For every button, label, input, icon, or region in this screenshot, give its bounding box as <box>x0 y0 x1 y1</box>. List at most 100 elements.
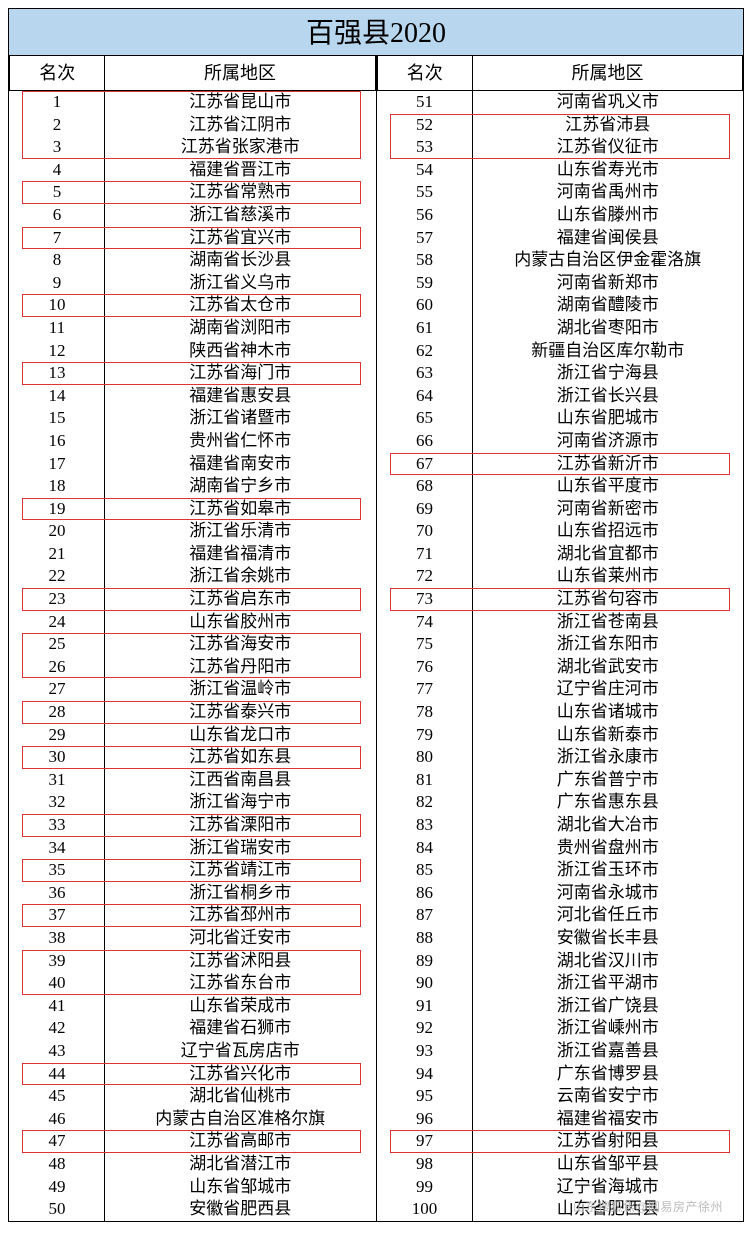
table-row: 44江苏省兴化市 <box>10 1063 376 1086</box>
table-row: 26江苏省丹阳市 <box>10 656 376 679</box>
rank-cell: 54 <box>377 159 472 182</box>
rank-cell: 84 <box>377 837 472 860</box>
table-row: 86河南省永城市 <box>377 882 743 905</box>
rank-cell: 66 <box>377 430 472 453</box>
rank-cell: 41 <box>10 995 105 1018</box>
rank-cell: 94 <box>377 1063 472 1086</box>
rank-cell: 72 <box>377 565 472 588</box>
rank-cell: 99 <box>377 1176 472 1199</box>
table-row: 63浙江省宁海县 <box>377 362 743 385</box>
rank-cell: 89 <box>377 950 472 973</box>
table-row: 82广东省惠东县 <box>377 791 743 814</box>
region-cell: 浙江省长兴县 <box>472 385 742 408</box>
rank-cell: 39 <box>10 950 105 973</box>
rank-cell: 68 <box>377 475 472 498</box>
rank-cell: 70 <box>377 520 472 543</box>
region-cell: 新疆自治区库尔勒市 <box>472 340 742 363</box>
region-cell: 河南省新密市 <box>472 498 742 521</box>
table-row: 9浙江省义乌市 <box>10 272 376 295</box>
rank-cell: 63 <box>377 362 472 385</box>
region-cell: 江苏省新沂市 <box>472 453 742 476</box>
table-row: 61湖北省枣阳市 <box>377 317 743 340</box>
region-cell: 江苏省高邮市 <box>105 1130 375 1153</box>
region-cell: 内蒙古自治区伊金霍洛旗 <box>472 249 742 272</box>
region-cell: 广东省普宁市 <box>472 769 742 792</box>
rank-cell: 10 <box>10 294 105 317</box>
header-rank: 名次 <box>10 56 105 91</box>
rank-cell: 61 <box>377 317 472 340</box>
rank-cell: 91 <box>377 995 472 1018</box>
rank-cell: 43 <box>10 1040 105 1063</box>
rank-cell: 83 <box>377 814 472 837</box>
region-cell: 江苏省常熟市 <box>105 181 375 204</box>
table-row: 28江苏省泰兴市 <box>10 701 376 724</box>
region-cell: 贵州省盘州市 <box>472 837 742 860</box>
rank-cell: 9 <box>10 272 105 295</box>
rank-cell: 64 <box>377 385 472 408</box>
region-cell: 江苏省射阳县 <box>472 1130 742 1153</box>
region-cell: 辽宁省海城市 <box>472 1176 742 1199</box>
region-cell: 福建省南安市 <box>105 453 375 476</box>
region-cell: 江苏省泰兴市 <box>105 701 375 724</box>
rank-cell: 24 <box>10 611 105 634</box>
table-row: 71湖北省宜都市 <box>377 543 743 566</box>
table-row: 10江苏省太仓市 <box>10 294 376 317</box>
table-row: 79山东省新泰市 <box>377 724 743 747</box>
right-table: 名次 所属地区 51河南省巩义市52江苏省沛县53江苏省仪征市54山东省寿光市5… <box>377 56 744 1221</box>
rank-cell: 16 <box>10 430 105 453</box>
table-row: 84贵州省盘州市 <box>377 837 743 860</box>
region-cell: 江苏省沭阳县 <box>105 950 375 973</box>
region-cell: 福建省闽侯县 <box>472 227 742 250</box>
table-container: 百强县2020 名次 所属地区 1江苏省昆山市2江苏省江阴市3江苏省张家港市4福… <box>8 8 744 1222</box>
table-row: 30江苏省如东县 <box>10 746 376 769</box>
table-row: 45湖北省仙桃市 <box>10 1085 376 1108</box>
table-row: 98山东省邹平县 <box>377 1153 743 1176</box>
region-cell: 山东省新泰市 <box>472 724 742 747</box>
rank-cell: 77 <box>377 678 472 701</box>
table-row: 51河南省巩义市 <box>377 91 743 114</box>
region-cell: 浙江省乐清市 <box>105 520 375 543</box>
table-row: 70山东省招远市 <box>377 520 743 543</box>
rank-cell: 86 <box>377 882 472 905</box>
region-cell: 山东省荣成市 <box>105 995 375 1018</box>
region-cell: 山东省胶州市 <box>105 611 375 634</box>
table-row: 69河南省新密市 <box>377 498 743 521</box>
table-row: 24山东省胶州市 <box>10 611 376 634</box>
table-row: 67江苏省新沂市 <box>377 453 743 476</box>
rank-cell: 97 <box>377 1130 472 1153</box>
rank-cell: 82 <box>377 791 472 814</box>
table-row: 15浙江省诸暨市 <box>10 407 376 430</box>
rank-cell: 4 <box>10 159 105 182</box>
rank-cell: 69 <box>377 498 472 521</box>
rank-cell: 29 <box>10 724 105 747</box>
table-row: 65山东省肥城市 <box>377 407 743 430</box>
table-row: 68山东省平度市 <box>377 475 743 498</box>
region-cell: 江苏省溧阳市 <box>105 814 375 837</box>
rank-cell: 23 <box>10 588 105 611</box>
region-cell: 浙江省嵊州市 <box>472 1017 742 1040</box>
table-row: 88安徽省长丰县 <box>377 927 743 950</box>
header-region: 所属地区 <box>105 56 375 91</box>
rank-cell: 87 <box>377 904 472 927</box>
rank-cell: 67 <box>377 453 472 476</box>
rank-cell: 100 <box>377 1198 472 1221</box>
table-row: 29山东省龙口市 <box>10 724 376 747</box>
region-cell: 山东省寿光市 <box>472 159 742 182</box>
rank-cell: 2 <box>10 114 105 137</box>
region-cell: 广东省惠东县 <box>472 791 742 814</box>
rank-cell: 60 <box>377 294 472 317</box>
region-cell: 湖北省枣阳市 <box>472 317 742 340</box>
rank-cell: 6 <box>10 204 105 227</box>
region-cell: 河南省新郑市 <box>472 272 742 295</box>
table-row: 59河南省新郑市 <box>377 272 743 295</box>
table-row: 57福建省闽侯县 <box>377 227 743 250</box>
table-row: 87河北省任丘市 <box>377 904 743 927</box>
region-cell: 江苏省句容市 <box>472 588 742 611</box>
region-cell: 浙江省永康市 <box>472 746 742 769</box>
region-cell: 湖南省醴陵市 <box>472 294 742 317</box>
region-cell: 江苏省仪征市 <box>472 136 742 159</box>
region-cell: 江苏省启东市 <box>105 588 375 611</box>
table-row: 16贵州省仁怀市 <box>10 430 376 453</box>
region-cell: 浙江省玉环市 <box>472 859 742 882</box>
table-row: 49山东省邹城市 <box>10 1176 376 1199</box>
